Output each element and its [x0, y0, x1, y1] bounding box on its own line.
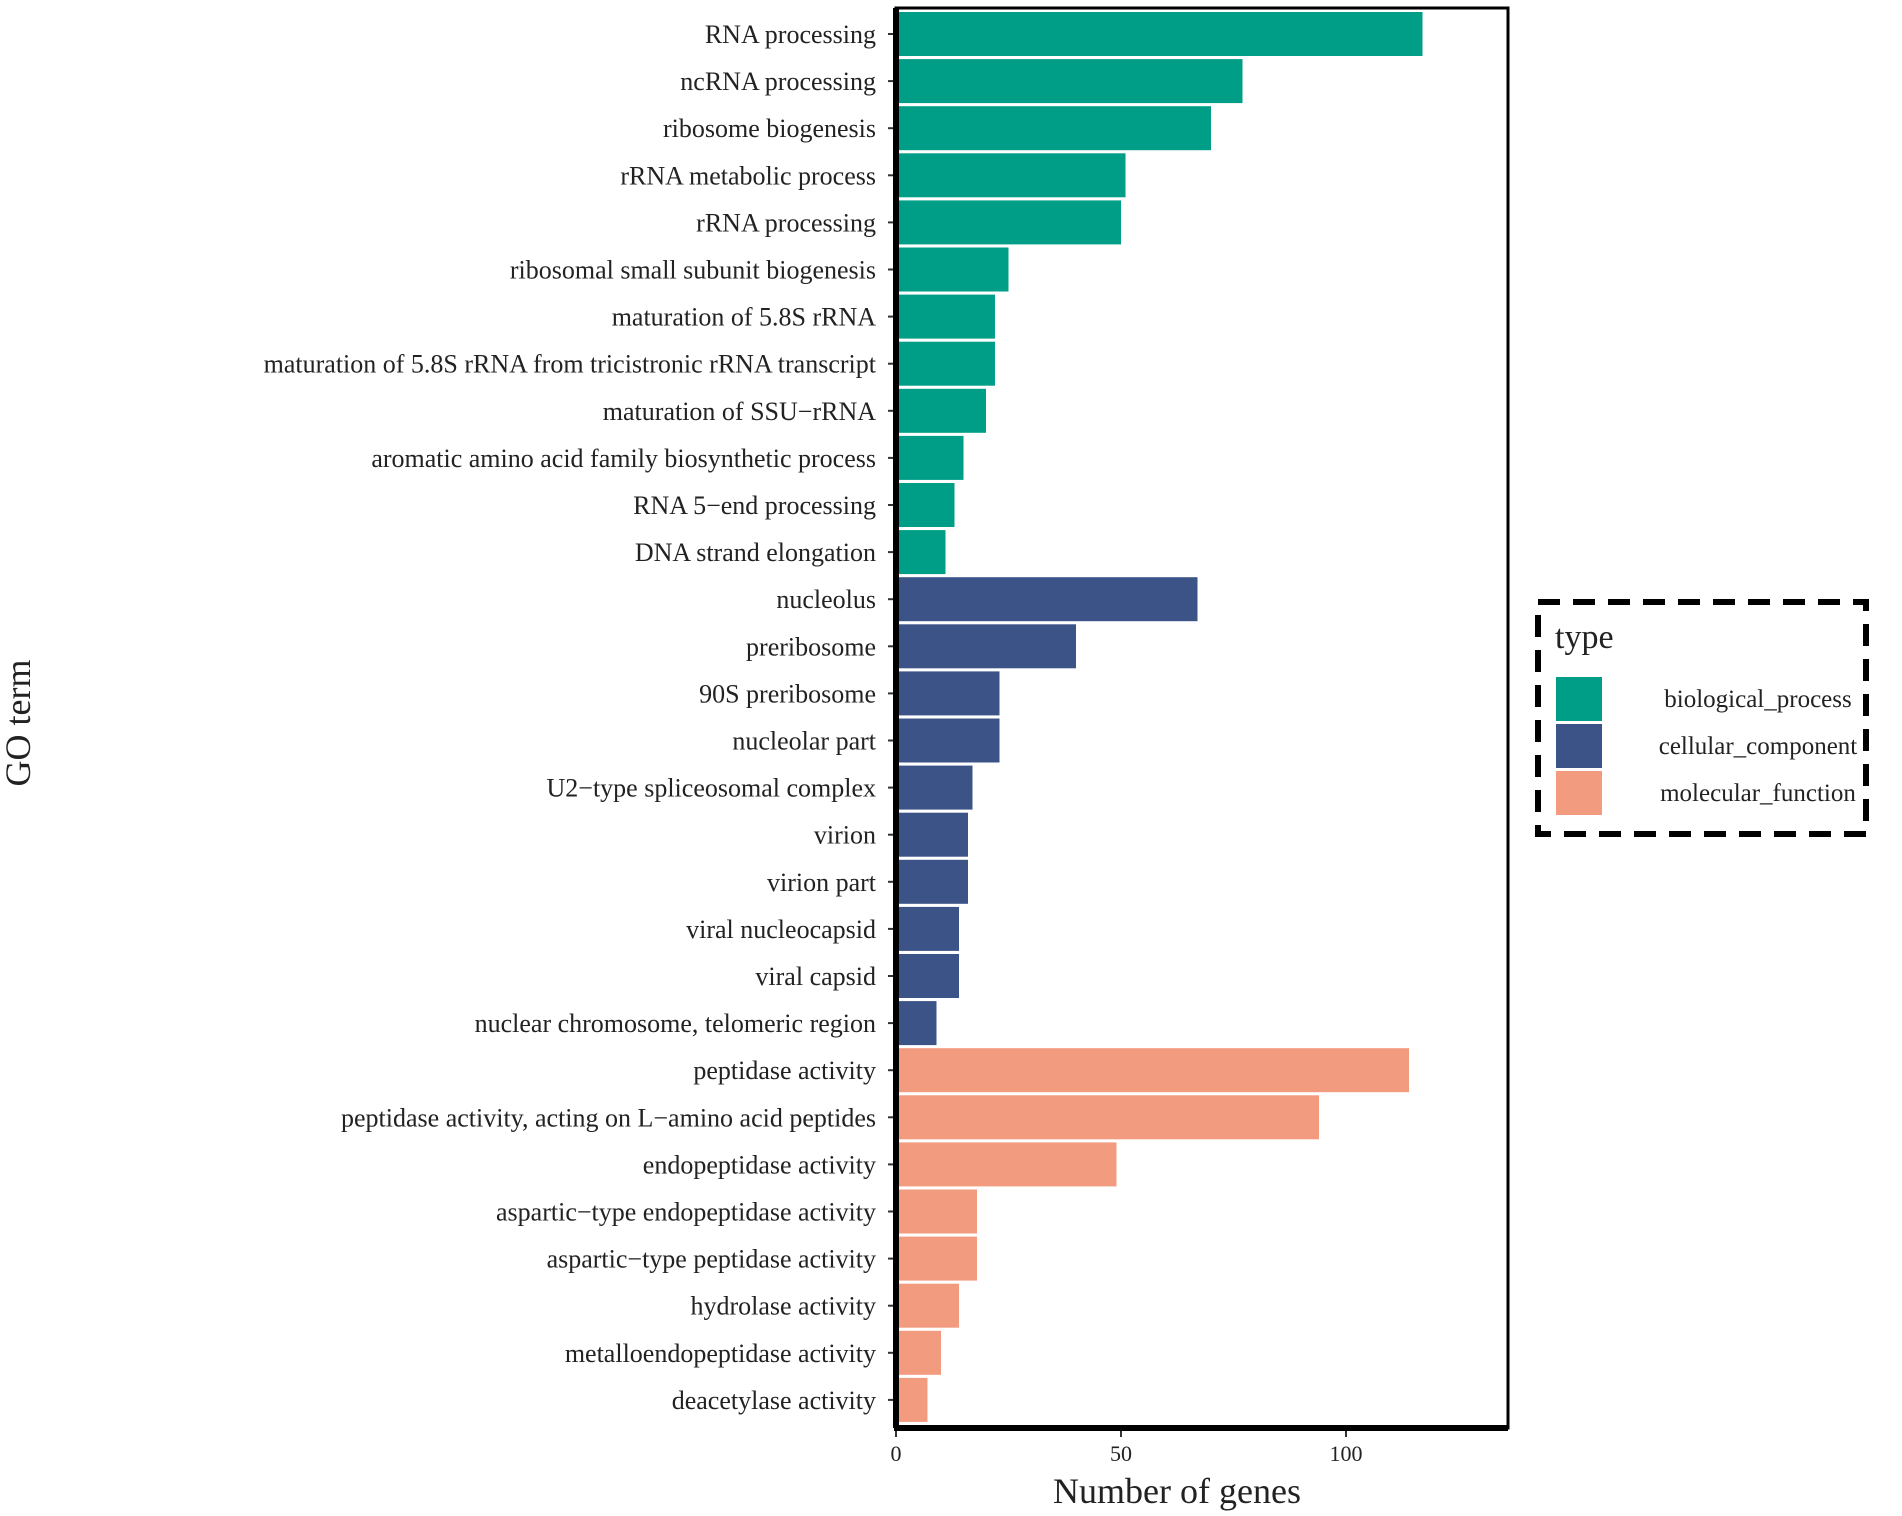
bar — [896, 718, 1000, 763]
bar — [896, 954, 959, 998]
bar — [896, 1189, 977, 1234]
category-label: peptidase activity — [693, 1056, 876, 1085]
category-label: maturation of 5.8S rRNA from tricistroni… — [264, 350, 877, 379]
category-label: virion — [814, 821, 876, 850]
legend-swatch — [1556, 771, 1602, 815]
category-label: aspartic−type peptidase activity — [547, 1245, 876, 1274]
category-label: 90S preribosome — [699, 679, 876, 708]
legend-label: biological_process — [1664, 686, 1851, 713]
x-tick-label: 50 — [1110, 1441, 1132, 1466]
legend: type biological_process cellular_componen… — [1535, 599, 1869, 837]
legend-label: cellular_component — [1659, 733, 1858, 760]
category-label: hydrolase activity — [690, 1292, 876, 1321]
category-label: peptidase activity, acting on L−amino ac… — [341, 1103, 876, 1132]
category-label: rRNA metabolic process — [620, 161, 876, 190]
bar — [896, 530, 946, 575]
category-label: U2−type spliceosomal complex — [547, 774, 876, 803]
x-tick-label: 0 — [891, 1441, 902, 1466]
category-label: aspartic−type endopeptidase activity — [496, 1198, 876, 1227]
bar — [896, 106, 1211, 151]
bar — [896, 1330, 941, 1375]
category-label: nuclear chromosome, telomeric region — [475, 1009, 876, 1038]
bar — [896, 1142, 1117, 1187]
bar — [896, 671, 1000, 716]
category-label: aromatic amino acid family biosynthetic … — [371, 444, 876, 473]
category-label: viral capsid — [755, 962, 876, 991]
bars-layer — [896, 12, 1423, 1422]
bar — [896, 153, 1126, 198]
bar — [896, 1283, 959, 1328]
category-label: metalloendopeptidase activity — [565, 1339, 876, 1368]
category-label: preribosome — [746, 632, 876, 661]
bar — [896, 1377, 928, 1422]
bar — [896, 247, 1009, 292]
category-label: deacetylase activity — [672, 1386, 876, 1415]
bar — [896, 483, 955, 527]
bar — [896, 1236, 977, 1281]
bar — [896, 906, 959, 951]
bar — [896, 388, 986, 433]
legend-label: molecular_function — [1660, 780, 1856, 807]
bar — [896, 341, 995, 386]
bar — [896, 1095, 1319, 1140]
y-axis-title: GO term — [0, 660, 38, 787]
category-label: RNA processing — [705, 20, 876, 49]
bar — [896, 577, 1198, 622]
category-label: ncRNA processing — [680, 67, 876, 96]
legend-swatch — [1556, 724, 1602, 768]
bar — [896, 12, 1423, 56]
category-label: DNA strand elongation — [635, 538, 876, 567]
bar — [896, 765, 973, 810]
category-label: viral nucleocapsid — [686, 915, 876, 944]
category-label: nucleolus — [776, 585, 876, 614]
x-tick-label: 100 — [1330, 1441, 1363, 1466]
legend-items: biological_process cellular_componentmole… — [1556, 677, 1857, 815]
bar — [896, 435, 964, 480]
bar — [896, 1048, 1409, 1093]
category-labels: RNA processing ncRNA processing ribosome b… — [264, 20, 877, 1415]
category-label: maturation of 5.8S rRNA — [612, 303, 877, 332]
category-label: rRNA processing — [696, 208, 876, 237]
category-label: RNA 5−end processing — [633, 491, 876, 520]
category-label: virion part — [767, 868, 877, 897]
category-label: ribosome biogenesis — [663, 114, 876, 143]
bar — [896, 294, 995, 339]
bar — [896, 624, 1076, 669]
bar — [896, 200, 1121, 245]
bar — [896, 859, 968, 904]
legend-swatch — [1556, 677, 1602, 721]
category-label: maturation of SSU−rRNA — [603, 397, 876, 426]
bar — [896, 59, 1243, 104]
category-label: ribosomal small subunit biogenesis — [510, 256, 876, 285]
category-label: endopeptidase activity — [643, 1150, 876, 1179]
legend-title: type — [1555, 619, 1614, 656]
x-axis-title: Number of genes — [1053, 1471, 1301, 1511]
bar — [896, 1001, 937, 1046]
category-label: nucleolar part — [732, 727, 876, 756]
bar — [896, 812, 968, 857]
